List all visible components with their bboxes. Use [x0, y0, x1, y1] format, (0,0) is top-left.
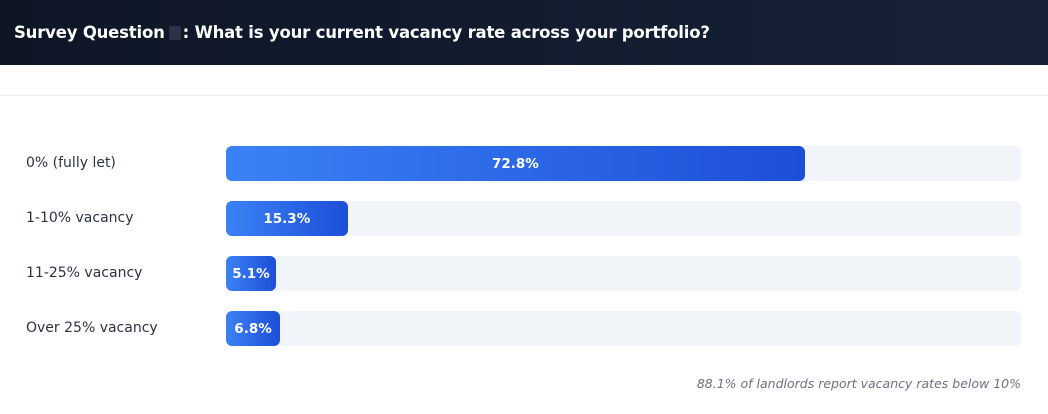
category-label: 11-25% vacancy	[26, 265, 143, 281]
bar-track: 72.8%	[226, 146, 1021, 181]
category-label: 1-10% vacancy	[26, 210, 134, 226]
bar-value-label: 6.8%	[234, 320, 272, 337]
bar-value-label: 5.1%	[232, 265, 270, 282]
redacted-number	[168, 26, 181, 40]
bar: 6.8%	[226, 311, 281, 346]
bar-value-label: 15.3%	[263, 210, 311, 227]
bar-value-label: 72.8%	[491, 155, 539, 172]
category-label: 0% (fully let)	[26, 155, 116, 171]
chart-footnote: 88.1% of landlords report vacancy rates …	[696, 376, 1021, 391]
title-question: : What is your current vacancy rate acro…	[182, 23, 710, 42]
category-label: Over 25% vacancy	[26, 320, 158, 336]
title-prefix: Survey Question	[14, 23, 165, 42]
bar-track: 6.8%	[226, 311, 1021, 346]
bar: 72.8%	[226, 146, 805, 181]
page-title: Survey Question : What is your current va…	[14, 23, 710, 42]
bar: 15.3%	[226, 201, 348, 236]
divider	[0, 95, 1048, 96]
bar: 5.1%	[226, 256, 276, 291]
bar-track: 15.3%	[226, 201, 1021, 236]
bar-track: 5.1%	[226, 256, 1021, 291]
header-bar: Survey Question : What is your current va…	[0, 0, 1048, 65]
